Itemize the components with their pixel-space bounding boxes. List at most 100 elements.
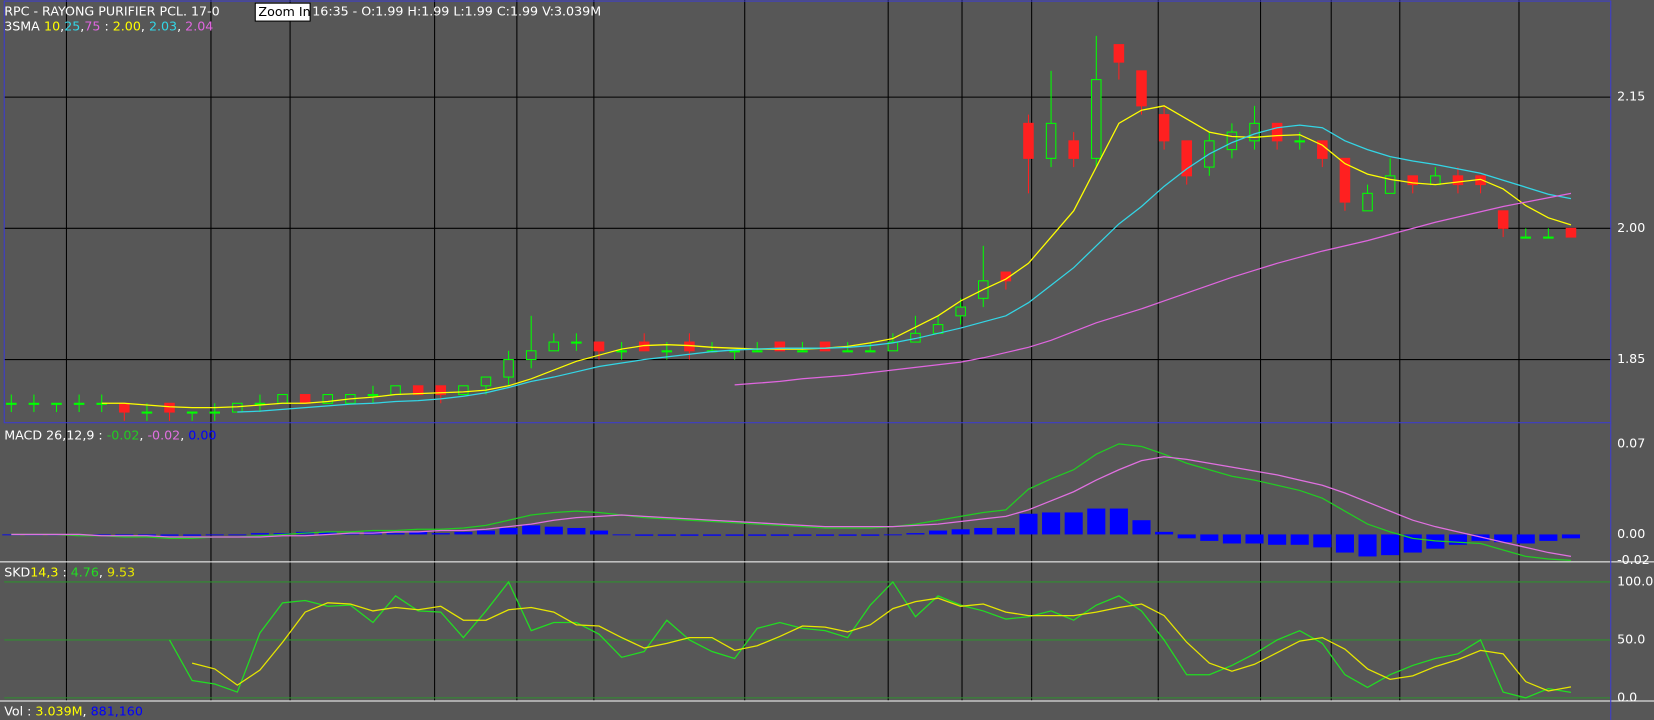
histogram-bar — [476, 530, 496, 535]
legend-text: , — [99, 564, 107, 579]
legend-label: -0.02 — [107, 427, 140, 442]
candle-body — [6, 402, 17, 405]
candle-body — [1294, 140, 1305, 143]
candle-body — [480, 376, 492, 387]
legend-label: -0.02 — [147, 427, 180, 442]
histogram-bar — [1516, 534, 1535, 544]
candle-body — [119, 402, 130, 413]
candle-body — [277, 394, 288, 404]
candle-body — [1407, 175, 1419, 186]
histogram-bar — [499, 527, 518, 535]
histogram-bar — [748, 534, 767, 536]
legend-text: , — [177, 18, 185, 33]
legend-label: 4.76 — [71, 564, 99, 579]
candle-body — [661, 350, 673, 353]
histogram-bar — [454, 531, 473, 535]
legend-label: 2.03 — [149, 18, 177, 33]
legend: MACD 26,12,9 : -0.02, -0.02, 0.00 — [4, 427, 216, 442]
candle-body — [571, 341, 582, 344]
histogram-bar — [137, 534, 156, 536]
histogram-bar — [1290, 534, 1309, 545]
legend-text: MACD 26,12,9 — [4, 427, 94, 442]
legend-name: 75 — [84, 18, 100, 33]
legend: 3SMA 10,25,75 : 2.00, 2.03, 2.04 — [4, 18, 213, 33]
y-tick-label: 0.07 — [1617, 435, 1645, 450]
legend-label: 2.00 — [113, 18, 141, 33]
histogram-bar — [906, 533, 925, 535]
candle-body — [1452, 175, 1464, 186]
candle-body — [232, 402, 243, 413]
legend-label: 9.53 — [107, 564, 135, 579]
histogram-bar — [861, 534, 880, 536]
histogram-bar — [1448, 534, 1467, 545]
histogram-bar — [680, 534, 699, 536]
histogram-bar — [92, 534, 111, 536]
histogram-bar — [1087, 508, 1106, 535]
histogram-bar — [115, 534, 134, 536]
indicator-line — [11, 443, 1572, 561]
legend-label: 881,160 — [91, 703, 143, 718]
candle-body — [593, 341, 605, 352]
candle-body — [73, 402, 85, 405]
legend-label: 2.04 — [185, 18, 213, 33]
legend-text: SKD — [4, 564, 30, 579]
histogram-bar — [1313, 534, 1332, 548]
histogram-bar — [544, 526, 563, 535]
histogram-bar — [635, 534, 654, 536]
candle-body — [1136, 70, 1147, 107]
histogram-bar — [567, 527, 586, 535]
candle-body — [1565, 227, 1577, 238]
candle-body — [1520, 236, 1532, 239]
histogram-bar — [1042, 512, 1061, 535]
histogram-bar — [386, 533, 405, 535]
y-tick-label: 2.00 — [1617, 220, 1645, 235]
legend-text: , — [80, 18, 84, 33]
legend-text: Vol — [4, 703, 23, 718]
candle-body — [525, 350, 537, 361]
candle-body — [1497, 210, 1509, 229]
candle-body — [887, 341, 899, 352]
y-tick-label: 0.00 — [1617, 526, 1645, 541]
histogram-bar — [702, 534, 722, 536]
histogram-bar — [1019, 513, 1038, 535]
histogram-bar — [974, 527, 993, 535]
legend-text: , — [141, 18, 149, 33]
histogram-bar — [612, 534, 631, 536]
candle-body — [1362, 192, 1373, 212]
histogram-bar — [70, 534, 89, 536]
indicator-line — [168, 580, 1572, 699]
zoom-button[interactable]: Zoom In — [258, 4, 310, 19]
histogram-bar — [1245, 534, 1264, 544]
price-panel-border — [3, 0, 1612, 424]
histogram-bar — [725, 534, 744, 536]
histogram-bar — [160, 534, 179, 536]
histogram-bar — [1358, 534, 1377, 557]
legend-name: 10 — [44, 18, 60, 33]
histogram-bar — [1064, 512, 1083, 535]
indicator-line — [11, 456, 1572, 558]
histogram-bar — [205, 534, 224, 536]
legend-params: 14,3 — [30, 564, 58, 579]
y-tick-label: 1.85 — [1617, 351, 1645, 366]
y-tick-label: -0.02 — [1617, 552, 1650, 567]
indicator-line — [191, 597, 1572, 692]
histogram-bar — [1268, 534, 1287, 545]
zoom-button-bg — [254, 2, 311, 22]
candle-body — [819, 341, 831, 352]
legend-text: , — [180, 427, 188, 442]
histogram-bar — [341, 533, 360, 535]
histogram-bar — [228, 534, 247, 536]
legend-text: : — [100, 18, 112, 33]
histogram-bar — [250, 533, 269, 535]
candle-body — [864, 350, 876, 353]
candle-body — [322, 394, 334, 404]
legend-text: : — [58, 564, 70, 579]
candle-body — [390, 385, 401, 396]
candle-body — [616, 350, 627, 353]
candle-body — [299, 394, 311, 404]
candle-body — [1158, 114, 1170, 142]
candle-body — [729, 350, 740, 353]
candle-body — [751, 350, 763, 353]
